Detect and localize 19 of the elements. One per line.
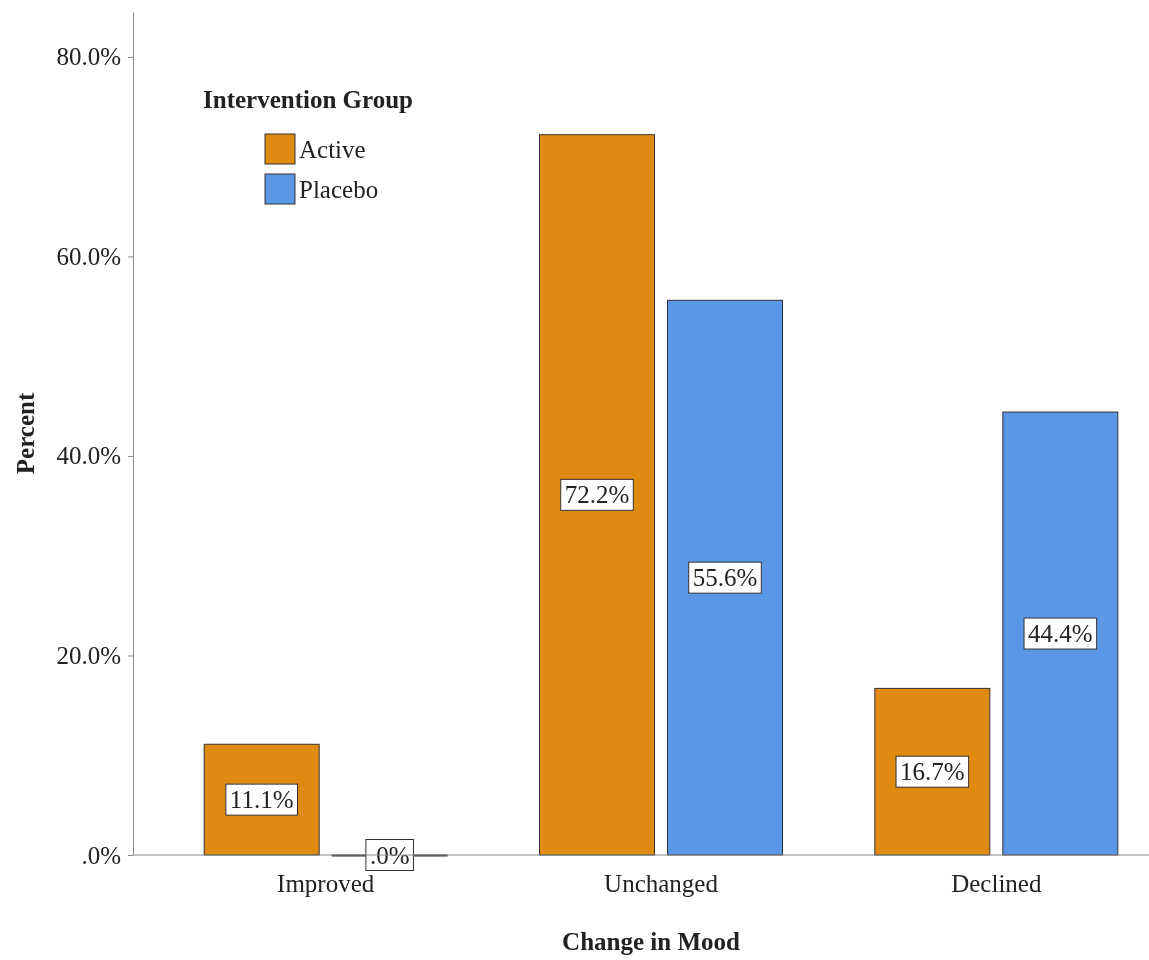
y-tick-label: 40.0%	[56, 442, 121, 470]
y-tick-label: .0%	[81, 841, 121, 869]
y-tick-label: 60.0%	[56, 242, 121, 270]
data-label: 11.1%	[229, 786, 294, 814]
y-axis-title: Percent	[12, 392, 39, 475]
data-label: 72.2%	[564, 481, 630, 509]
x-tick-label: Improved	[277, 870, 375, 897]
data-label: .0%	[369, 841, 410, 869]
data-label: 55.6%	[692, 564, 758, 592]
y-tick-label: 80.0%	[56, 43, 121, 71]
legend-label: Active	[299, 136, 366, 163]
data-label: 16.7%	[900, 758, 965, 786]
legend-label: Placebo	[299, 176, 379, 203]
x-axis-title: Change in Mood	[562, 928, 740, 955]
x-tick-label: Declined	[951, 870, 1042, 897]
data-label: 44.4%	[1028, 620, 1093, 648]
x-tick-label: Unchanged	[604, 870, 719, 897]
y-tick-label: 20.0%	[56, 641, 121, 669]
legend-title: Intervention Group	[203, 86, 413, 113]
